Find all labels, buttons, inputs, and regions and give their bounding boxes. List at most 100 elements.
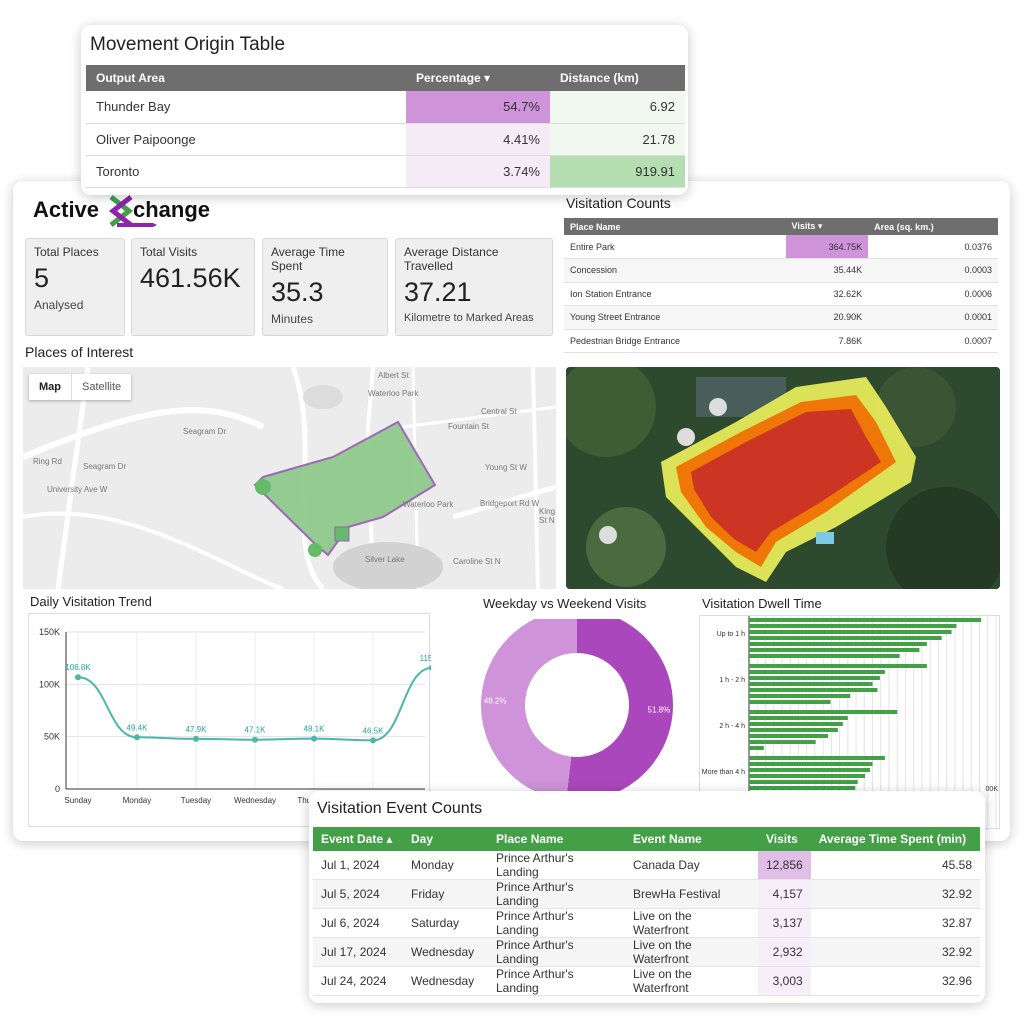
cell-place: Prince Arthur's Landing: [488, 937, 625, 967]
dwell-bar: [749, 774, 866, 778]
cell-area: 0.0003: [868, 258, 998, 283]
y-tick-label: 0: [55, 784, 60, 794]
data-point: [75, 674, 81, 681]
dwell-bar: [749, 728, 838, 732]
street-label: Waterloo Park: [368, 389, 419, 398]
map-type-toggle: Map Satellite: [29, 374, 132, 400]
cell-visits: 20.90K: [785, 305, 869, 330]
dwell-bar: [749, 762, 873, 766]
data-label: 46.5K: [363, 726, 385, 735]
cell-area: 0.0007: [868, 329, 998, 353]
map-roads: [23, 367, 556, 589]
data-label: 47.1K: [245, 726, 267, 735]
x-tick-label: Sunday: [64, 796, 91, 805]
cell-visits: 364.75K: [785, 235, 869, 259]
dwell-bar: [749, 722, 843, 726]
donut-slice: [566, 619, 673, 801]
dwell-bar: [749, 688, 878, 692]
table-row[interactable]: Jul 24, 2024 Wednesday Prince Arthur's L…: [313, 966, 980, 996]
table-row[interactable]: Oliver Paipoonge 4.41% 21.78: [86, 123, 685, 156]
table-row[interactable]: Young Street Entrance 20.90K 0.0001: [564, 305, 998, 330]
kpi-value: 5: [34, 263, 50, 293]
y-tick-label: 50K: [44, 732, 60, 742]
cell-day: Wednesday: [403, 966, 488, 996]
places-map[interactable]: Map Satellite Seagram Dr Seagram Dr Ring…: [23, 367, 556, 589]
cell-area: Thunder Bay: [86, 91, 406, 124]
cell-place: Prince Arthur's Landing: [488, 908, 625, 938]
cell-distance: 919.91: [550, 155, 685, 188]
street-label: King St N: [539, 507, 556, 525]
cell-visits: 2,932: [758, 937, 811, 967]
kpi-average-distance: Average Distance Travelled 37.21 Kilomet…: [395, 238, 553, 336]
dwell-bar: [749, 694, 851, 698]
table-row[interactable]: Concession 35.44K 0.0003: [564, 258, 998, 283]
street-label: Waterloo Park: [403, 500, 454, 509]
table-row[interactable]: Ion Station Entrance 32.62K 0.0006: [564, 282, 998, 306]
logo-text-active: Active: [33, 197, 100, 222]
x-tick-label: Monday: [123, 796, 151, 805]
table-row[interactable]: Jul 5, 2024 Friday Prince Arthur's Landi…: [313, 879, 980, 909]
tab-map[interactable]: Map: [29, 374, 72, 400]
data-point: [193, 735, 199, 742]
table-row[interactable]: Toronto 3.74% 919.91: [86, 155, 685, 188]
street-label: Young St W: [485, 463, 527, 472]
table-row[interactable]: Jul 17, 2024 Wednesday Prince Arthur's L…: [313, 937, 980, 967]
col-day[interactable]: Day: [403, 827, 488, 851]
col-visits[interactable]: Visits ▾: [785, 218, 869, 235]
kpi-label: Average Time Spent: [271, 245, 345, 273]
y-tick-label: 100K: [39, 679, 60, 689]
cell-percentage: 54.7%: [406, 91, 550, 124]
dashboard-card: Active change Total Places 5 Analysed To…: [13, 181, 1010, 841]
donut-slice: [481, 619, 577, 801]
cell-time: 45.58: [810, 851, 980, 880]
col-distance[interactable]: Distance (km): [550, 65, 685, 91]
table-row[interactable]: Pedestrian Bridge Entrance 7.86K 0.0007: [564, 329, 998, 353]
cell-date: Jul 6, 2024: [313, 908, 403, 938]
tab-satellite[interactable]: Satellite: [82, 381, 122, 393]
dwell-bar: [749, 670, 885, 674]
satellite-heatmap[interactable]: [566, 367, 1000, 589]
movement-origin-card: Movement Origin Table Output Area Percen…: [81, 25, 688, 195]
col-event-date[interactable]: Event Date ▴: [313, 827, 403, 851]
cell-date: Jul 1, 2024: [313, 851, 403, 880]
table-row[interactable]: Entire Park 364.75K 0.0376: [564, 235, 998, 259]
dwell-bar: [749, 756, 885, 760]
cell-area: 0.0006: [868, 282, 998, 306]
col-avg-time[interactable]: Average Time Spent (min): [810, 827, 980, 851]
col-visits[interactable]: Visits: [758, 827, 811, 851]
dwell-bar: [749, 700, 831, 704]
movement-origin-table: Output Area Percentage ▾ Distance (km) T…: [86, 65, 685, 188]
table-row[interactable]: Jul 6, 2024 Saturday Prince Arthur's Lan…: [313, 908, 980, 938]
table-header-row: Output Area Percentage ▾ Distance (km): [86, 65, 685, 91]
street-label: Seagram Dr: [183, 427, 227, 436]
col-event-name[interactable]: Event Name: [625, 827, 758, 851]
street-label: Albert St: [378, 371, 409, 380]
dwell-bar: [749, 618, 982, 622]
cell-place: Entire Park: [564, 235, 786, 259]
cell-time: 32.87: [810, 908, 980, 938]
kpi-label: Total Places: [34, 245, 99, 259]
kpi-sub: Kilometre to Marked Areas: [404, 312, 534, 324]
dwell-bar: [749, 648, 920, 652]
col-percentage[interactable]: Percentage ▾: [406, 65, 550, 91]
cell-day: Wednesday: [403, 937, 488, 967]
table-row[interactable]: Thunder Bay 54.7% 6.92: [86, 91, 685, 124]
col-output-area[interactable]: Output Area: [86, 65, 406, 91]
places-of-interest-title: Places of Interest: [25, 344, 134, 360]
dwell-bar: [749, 716, 848, 720]
table-row[interactable]: Jul 1, 2024 Monday Prince Arthur's Landi…: [313, 851, 980, 880]
kpi-total-visits: Total Visits 461.56K: [131, 238, 255, 336]
dwell-bar: [749, 786, 856, 790]
kpi-label: Average Distance Travelled: [404, 245, 499, 273]
col-place-name[interactable]: Place Name: [488, 827, 625, 851]
street-label: Seagram Dr: [83, 462, 127, 471]
sort-asc-icon: ▴: [386, 832, 393, 846]
heatmap-overlay: [566, 367, 1000, 589]
col-place-name[interactable]: Place Name: [564, 218, 786, 235]
visitation-event-card: Visitation Event Counts Event Date ▴ Day…: [309, 791, 985, 1003]
cell-visits: 35.44K: [785, 258, 869, 283]
cell-percentage: 4.41%: [406, 123, 550, 156]
dwell-bar: [749, 740, 816, 744]
col-area[interactable]: Area (sq. km.): [868, 218, 998, 235]
cell-place: Prince Arthur's Landing: [488, 851, 625, 880]
